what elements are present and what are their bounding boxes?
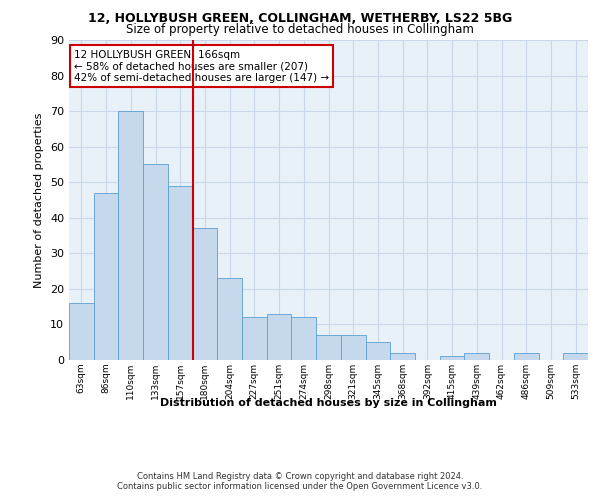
Bar	[365, 342, 390, 360]
Text: 12 HOLLYBUSH GREEN: 166sqm
← 58% of detached houses are smaller (207)
42% of sem: 12 HOLLYBUSH GREEN: 166sqm ← 58% of deta…	[74, 50, 329, 83]
Bar	[316, 335, 341, 360]
Bar	[341, 335, 365, 360]
Bar	[464, 353, 489, 360]
Bar	[292, 318, 316, 360]
Bar	[267, 314, 292, 360]
Text: Contains HM Land Registry data © Crown copyright and database right 2024.: Contains HM Land Registry data © Crown c…	[137, 472, 463, 481]
Bar	[94, 193, 118, 360]
Bar	[242, 318, 267, 360]
Bar	[143, 164, 168, 360]
Bar	[514, 353, 539, 360]
Text: Distribution of detached houses by size in Collingham: Distribution of detached houses by size …	[160, 398, 497, 407]
Bar	[193, 228, 217, 360]
Bar	[118, 111, 143, 360]
Y-axis label: Number of detached properties: Number of detached properties	[34, 112, 44, 288]
Text: Size of property relative to detached houses in Collingham: Size of property relative to detached ho…	[126, 22, 474, 36]
Bar	[440, 356, 464, 360]
Bar	[168, 186, 193, 360]
Text: Contains public sector information licensed under the Open Government Licence v3: Contains public sector information licen…	[118, 482, 482, 491]
Text: 12, HOLLYBUSH GREEN, COLLINGHAM, WETHERBY, LS22 5BG: 12, HOLLYBUSH GREEN, COLLINGHAM, WETHERB…	[88, 12, 512, 26]
Bar	[69, 303, 94, 360]
Bar	[563, 353, 588, 360]
Bar	[390, 353, 415, 360]
Bar	[217, 278, 242, 360]
